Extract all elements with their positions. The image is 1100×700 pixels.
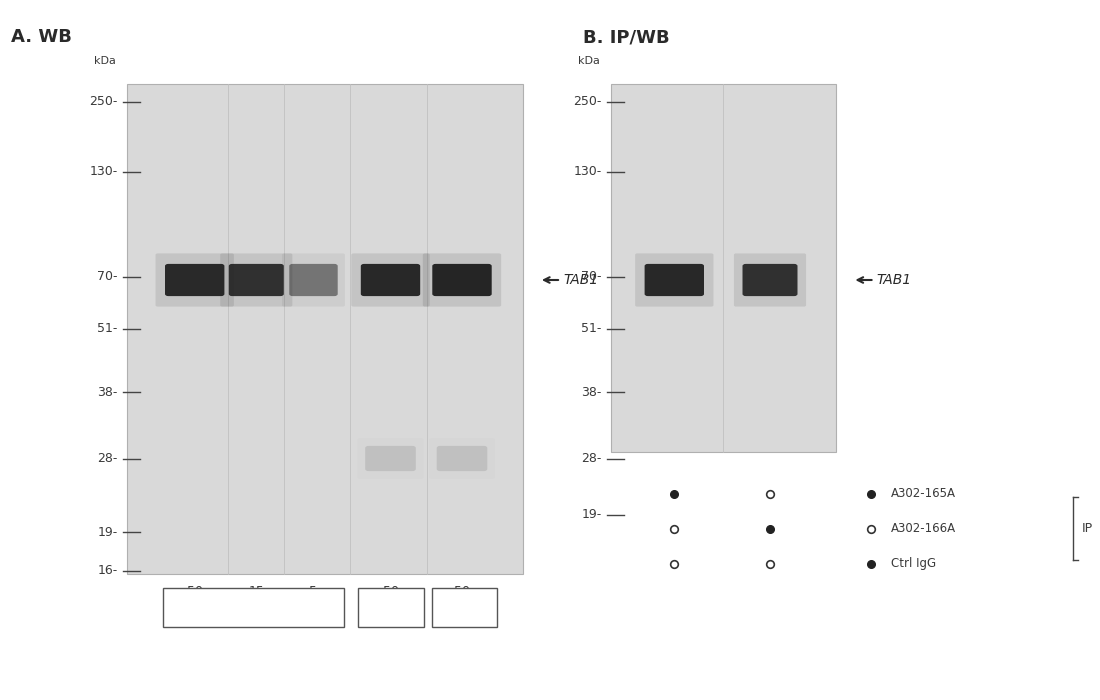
Text: 19-: 19-	[98, 526, 118, 538]
FancyBboxPatch shape	[351, 253, 430, 307]
Text: kDa: kDa	[94, 57, 115, 66]
Text: 28-: 28-	[97, 452, 118, 465]
Text: 51-: 51-	[581, 323, 602, 335]
FancyBboxPatch shape	[220, 253, 293, 307]
FancyBboxPatch shape	[437, 446, 487, 471]
Text: 38-: 38-	[581, 386, 602, 398]
Bar	[163, 588, 344, 626]
Text: 250-: 250-	[89, 95, 118, 108]
Text: 70-: 70-	[581, 270, 602, 283]
Text: 16-: 16-	[98, 564, 118, 577]
Text: B. IP/WB: B. IP/WB	[583, 28, 670, 46]
Text: 50: 50	[454, 585, 470, 598]
FancyBboxPatch shape	[155, 253, 234, 307]
Text: 130-: 130-	[89, 165, 118, 178]
Text: A302-165A: A302-165A	[891, 487, 956, 500]
Text: 38-: 38-	[97, 386, 118, 398]
FancyBboxPatch shape	[365, 446, 416, 471]
Text: kDa: kDa	[578, 57, 600, 66]
FancyBboxPatch shape	[361, 264, 420, 296]
Text: A. WB: A. WB	[11, 28, 72, 46]
Text: 51-: 51-	[97, 323, 118, 335]
Text: HeLa: HeLa	[238, 601, 270, 614]
FancyBboxPatch shape	[165, 264, 224, 296]
Text: 19-: 19-	[582, 508, 602, 521]
FancyBboxPatch shape	[289, 264, 338, 296]
Text: TAB1: TAB1	[563, 273, 598, 287]
FancyBboxPatch shape	[282, 253, 345, 307]
Text: T: T	[386, 601, 395, 614]
Bar	[358, 588, 424, 626]
FancyBboxPatch shape	[742, 264, 797, 296]
FancyBboxPatch shape	[422, 253, 502, 307]
Text: 5: 5	[309, 585, 318, 598]
Bar	[610, 84, 836, 452]
FancyBboxPatch shape	[229, 264, 284, 296]
Text: A302-166A: A302-166A	[891, 522, 956, 535]
Text: M: M	[460, 601, 470, 614]
Text: 15: 15	[249, 585, 264, 598]
FancyBboxPatch shape	[734, 253, 806, 307]
Text: 28-: 28-	[581, 452, 602, 465]
Text: IP: IP	[1081, 522, 1092, 535]
Text: 50: 50	[383, 585, 398, 598]
Text: 50: 50	[187, 585, 202, 598]
Text: 250-: 250-	[573, 95, 602, 108]
Text: Ctrl IgG: Ctrl IgG	[891, 557, 936, 570]
Bar	[432, 588, 497, 626]
Bar	[126, 84, 522, 574]
FancyBboxPatch shape	[635, 253, 714, 307]
Text: TAB1: TAB1	[877, 273, 912, 287]
FancyBboxPatch shape	[645, 264, 704, 296]
Text: 130-: 130-	[573, 165, 602, 178]
Text: 70-: 70-	[97, 270, 118, 283]
FancyBboxPatch shape	[432, 264, 492, 296]
